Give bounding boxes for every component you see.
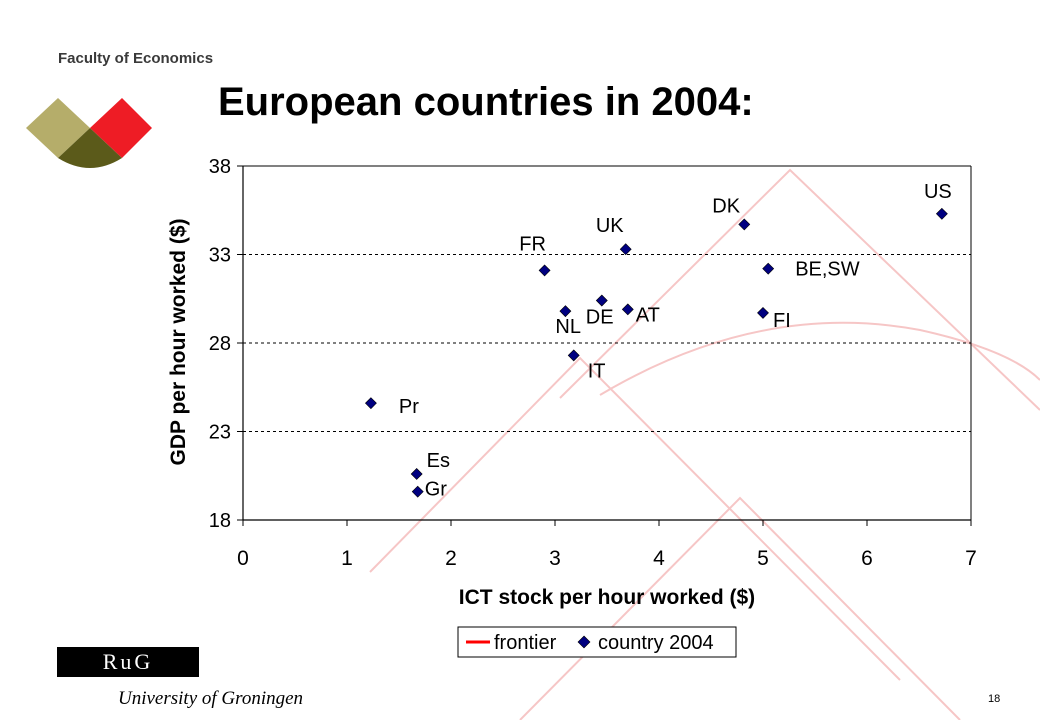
faculty-name: Faculty of Economics: [58, 50, 214, 67]
bg-line-right: [559, 168, 1040, 411]
bg-line-left: [369, 356, 901, 681]
data-point: [621, 303, 634, 316]
data-point: [738, 218, 751, 231]
y-tick-label: 28: [209, 333, 231, 355]
x-tick-label: 3: [549, 547, 561, 570]
data-point: [559, 305, 572, 318]
legend: frontier country 2004: [457, 626, 737, 658]
point-label: FR: [519, 233, 546, 255]
rug-logo: RuG: [57, 647, 199, 677]
data-point: [410, 468, 423, 480]
page-number: 18: [988, 693, 1001, 705]
y-tick-label: 23: [209, 422, 231, 444]
x-tick-label: 6: [861, 547, 873, 570]
data-point: [619, 243, 632, 256]
x-tick-label: 5: [757, 547, 769, 570]
y-tick-label: 38: [209, 156, 231, 178]
x-tick-label: 1: [341, 547, 353, 570]
logo-dark-shape: [58, 128, 122, 168]
data-point: [762, 262, 775, 275]
bg-arc: [599, 321, 1040, 396]
point-label: DE: [586, 307, 614, 329]
data-points: Pr Es Gr FR NL IT DE UK AT DK BE,SW FI US: [364, 181, 952, 501]
axes: [237, 165, 972, 526]
data-point: [364, 397, 377, 410]
data-point: [935, 207, 948, 220]
data-point: [538, 264, 551, 277]
point-label: AT: [636, 304, 660, 326]
slide-title: European countries in 2004:: [218, 80, 754, 124]
point-label: FI: [773, 310, 791, 332]
x-axis-label: ICT stock per hour worked ($): [459, 586, 755, 609]
x-tick-label: 7: [965, 547, 977, 570]
y-tick-label: 18: [209, 510, 231, 532]
point-label: NL: [555, 316, 581, 338]
faculty-logo: [26, 98, 152, 168]
point-label: BE,SW: [795, 259, 860, 281]
point-label: US: [924, 181, 952, 203]
legend-country-label: country 2004: [598, 632, 714, 654]
point-label: Es: [427, 450, 450, 472]
grid-lines: [243, 165, 971, 432]
logo-red-diamond: [90, 98, 152, 158]
x-tick-label: 2: [445, 547, 457, 570]
point-label: UK: [596, 215, 624, 237]
data-point: [411, 485, 424, 498]
y-tick-label: 33: [209, 245, 231, 267]
x-tick-label: 0: [237, 547, 249, 570]
point-label: Pr: [399, 396, 419, 418]
legend-box: [457, 626, 737, 658]
data-point: [567, 349, 580, 362]
x-tick-label: 4: [653, 547, 665, 570]
point-label: DK: [712, 195, 740, 217]
point-label: Gr: [425, 479, 448, 501]
legend-frontier-label: frontier: [494, 632, 557, 654]
legend-country-swatch: [577, 635, 591, 649]
data-point: [595, 294, 608, 307]
data-point: [757, 306, 769, 319]
university-name: University of Groningen: [118, 688, 304, 709]
point-label: IT: [588, 360, 606, 382]
y-axis-label: GDP per hour worked ($): [167, 219, 190, 466]
